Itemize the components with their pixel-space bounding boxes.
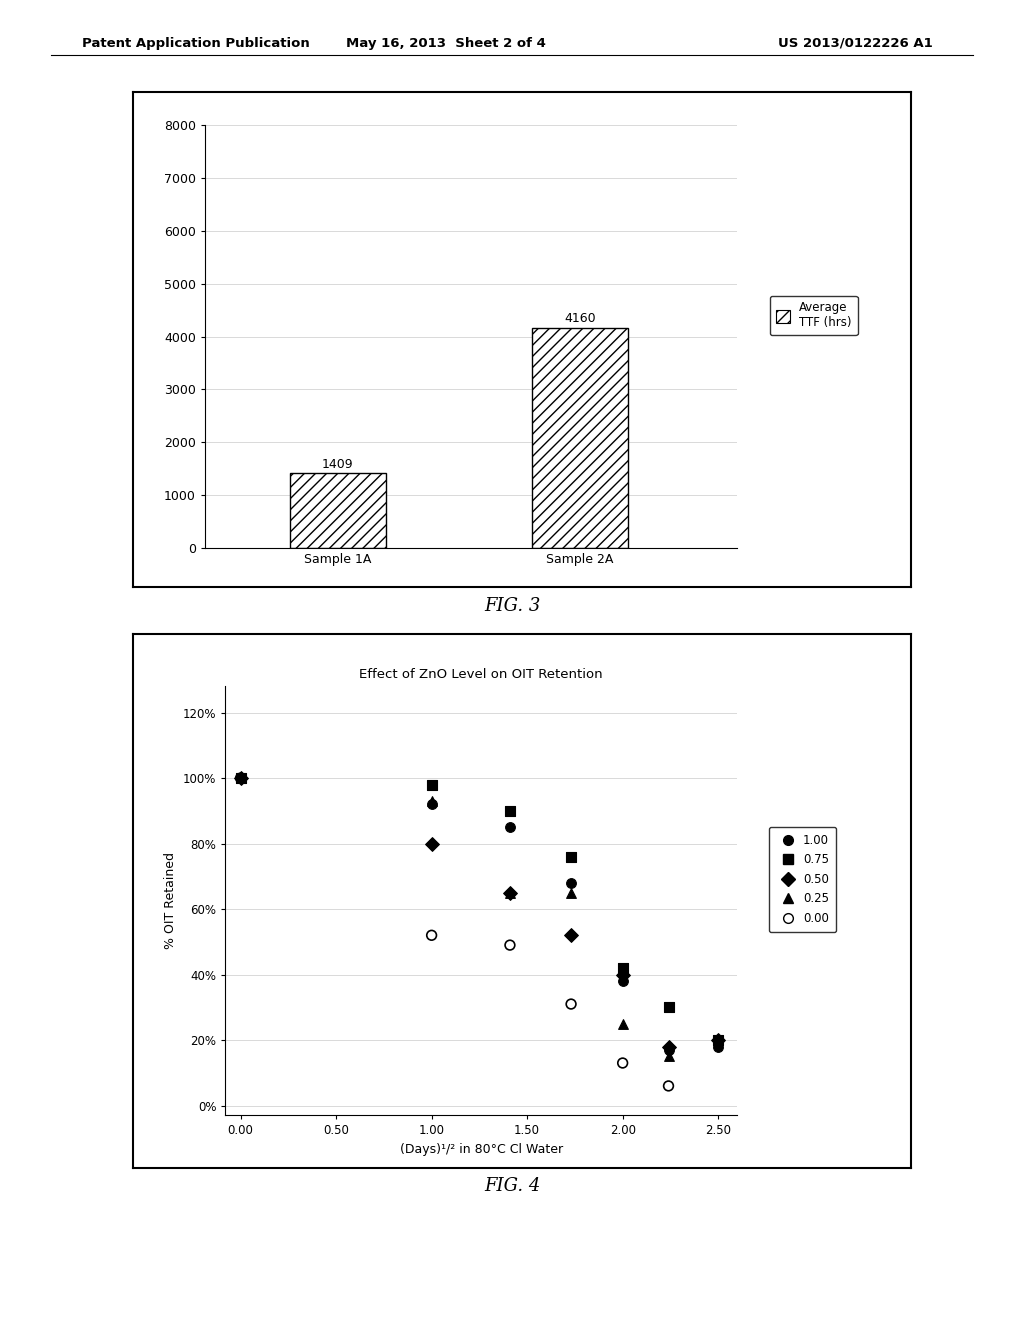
0.25 — [423, 791, 439, 812]
1.00 — [563, 873, 580, 894]
0.75 — [423, 774, 439, 795]
0.25 — [502, 882, 518, 903]
0.75 — [660, 997, 677, 1018]
0.50 — [563, 925, 580, 946]
0.25 — [660, 1045, 677, 1067]
Text: 1409: 1409 — [323, 458, 353, 470]
1.00 — [232, 767, 249, 788]
0.75 — [502, 800, 518, 821]
Text: FIG. 3: FIG. 3 — [483, 597, 541, 615]
0.25 — [232, 767, 249, 788]
Title: Effect of ZnO Level on OIT Retention: Effect of ZnO Level on OIT Retention — [359, 668, 603, 681]
0.75 — [563, 846, 580, 867]
0.50 — [423, 833, 439, 854]
0.00 — [563, 994, 580, 1015]
0.75 — [232, 767, 249, 788]
X-axis label: (Days)¹/² in 80°C Cl Water: (Days)¹/² in 80°C Cl Water — [399, 1143, 563, 1156]
0.25 — [614, 1014, 631, 1035]
0.00 — [614, 1052, 631, 1073]
1.00 — [660, 1039, 677, 1060]
0.00 — [232, 767, 249, 788]
Legend: 1.00, 0.75, 0.50, 0.25, 0.00: 1.00, 0.75, 0.50, 0.25, 0.00 — [769, 826, 837, 932]
1.00 — [710, 1036, 726, 1057]
Bar — [290, 474, 386, 548]
Text: US 2013/0122226 A1: US 2013/0122226 A1 — [778, 37, 933, 50]
Legend: Average
TTF (hrs): Average TTF (hrs) — [770, 296, 858, 335]
1.00 — [423, 793, 439, 814]
0.50 — [614, 964, 631, 985]
0.00 — [660, 1076, 677, 1097]
0.50 — [660, 1036, 677, 1057]
0.50 — [710, 1030, 726, 1051]
0.75 — [614, 957, 631, 978]
Bar — [531, 329, 629, 548]
0.00 — [423, 925, 439, 946]
1.00 — [614, 970, 631, 991]
Text: Patent Application Publication: Patent Application Publication — [82, 37, 309, 50]
0.50 — [502, 882, 518, 903]
1.00 — [502, 817, 518, 838]
Y-axis label: % OIT Retained: % OIT Retained — [164, 853, 177, 949]
Text: 4160: 4160 — [564, 313, 596, 325]
0.25 — [563, 882, 580, 903]
0.25 — [710, 1030, 726, 1051]
0.75 — [710, 1030, 726, 1051]
Text: FIG. 4: FIG. 4 — [483, 1177, 541, 1196]
0.00 — [502, 935, 518, 956]
Text: May 16, 2013  Sheet 2 of 4: May 16, 2013 Sheet 2 of 4 — [345, 37, 546, 50]
0.50 — [232, 767, 249, 788]
